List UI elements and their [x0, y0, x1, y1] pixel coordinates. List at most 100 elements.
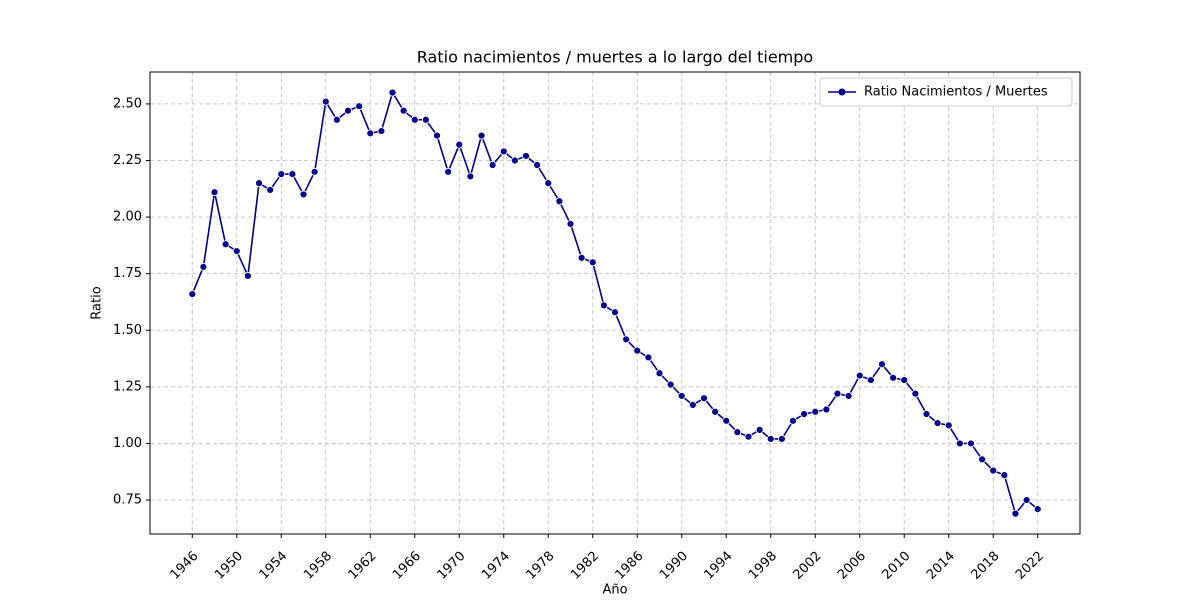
y-tick-label: 1.75: [113, 266, 142, 281]
data-point: [777, 435, 786, 443]
legend-box: [819, 77, 1073, 107]
data-point: [310, 167, 319, 176]
x-tick-label: 1954: [257, 549, 291, 583]
data-point: [878, 360, 886, 369]
data-point: [566, 219, 575, 228]
legend-marker: [838, 88, 846, 96]
data-point: [666, 380, 675, 389]
x-tick-label: 2022: [1013, 549, 1047, 583]
data-point: [833, 389, 842, 398]
data-point: [1000, 471, 1009, 480]
data-point: [277, 170, 286, 178]
x-axis-label: Año: [602, 583, 627, 598]
data-point: [822, 405, 831, 414]
data-point: [399, 106, 408, 115]
data-point: [288, 170, 297, 178]
x-tick-label: 2014: [924, 549, 958, 583]
data-point: [332, 115, 341, 124]
data-point: [544, 179, 553, 188]
data-point: [911, 389, 920, 398]
y-tick-label: 1.25: [113, 379, 142, 394]
data-point: [199, 262, 208, 271]
data-point: [800, 410, 809, 418]
data-point: [377, 127, 386, 135]
x-tick-label: 1998: [746, 549, 780, 583]
data-point: [789, 416, 797, 425]
legend-label: Ratio Nacimientos / Muertes: [864, 85, 1048, 100]
data-point: [477, 131, 486, 140]
x-tick-label: 1982: [568, 549, 602, 583]
data-point: [388, 88, 397, 97]
data-point: [488, 161, 497, 169]
data-point: [421, 115, 430, 124]
data-point: [967, 439, 975, 448]
data-point: [688, 401, 697, 409]
data-point: [944, 421, 953, 430]
data-point: [722, 416, 731, 425]
data-point: [700, 394, 708, 403]
y-tick-label: 2.00: [113, 210, 142, 225]
data-point: [299, 190, 308, 199]
data-point: [622, 335, 631, 344]
data-point: [555, 197, 564, 206]
y-axis-label: Ratio: [90, 286, 105, 319]
x-tick-label: 2010: [880, 549, 914, 583]
data-point: [677, 392, 686, 400]
x-tick-label: 1950: [212, 549, 246, 583]
data-line: [191, 90, 1039, 516]
data-point: [533, 161, 542, 169]
data-point: [1011, 509, 1020, 518]
data-point: [455, 140, 464, 149]
data-point: [210, 188, 219, 197]
data-point: [243, 272, 252, 280]
data-point: [711, 407, 720, 416]
data-point: [510, 156, 519, 165]
data-point: [978, 455, 987, 464]
x-tick-label: 1978: [524, 549, 558, 583]
data-point: [433, 131, 441, 140]
x-tick-label: 2002: [791, 549, 825, 583]
x-tick-label: 1974: [479, 549, 513, 583]
data-point: [232, 247, 241, 255]
x-tick-label: 1994: [702, 549, 736, 583]
chart-title: Ratio nacimientos / muertes a lo largo d…: [417, 48, 813, 67]
data-point: [655, 369, 664, 378]
data-point: [900, 376, 909, 384]
x-tick-label: 2018: [969, 549, 1003, 583]
data-point: [499, 147, 508, 156]
data-point: [611, 308, 619, 317]
x-tick-label: 1962: [346, 549, 380, 583]
data-point: [755, 425, 764, 434]
data-point: [633, 346, 642, 355]
data-point: [855, 371, 864, 380]
x-tick-label: 2006: [835, 549, 869, 583]
x-tick-label: 1946: [168, 549, 202, 583]
data-point: [522, 152, 530, 160]
data-point: [321, 97, 330, 106]
data-point: [255, 179, 263, 188]
y-tick-label: 2.25: [113, 153, 142, 168]
data-point: [844, 392, 853, 400]
data-point: [599, 301, 608, 310]
y-tick-label: 0.75: [113, 493, 142, 508]
data-point: [410, 115, 419, 124]
data-point: [744, 432, 753, 441]
data-point: [188, 290, 197, 298]
data-point: [366, 129, 375, 138]
data-point: [444, 167, 453, 176]
data-point: [355, 102, 364, 111]
data-point: [866, 376, 875, 384]
data-point: [466, 172, 475, 181]
data-point: [766, 435, 775, 443]
data-point: [221, 240, 230, 249]
data-point: [955, 439, 964, 448]
x-tick-label: 1986: [613, 549, 647, 583]
data-point: [577, 253, 586, 262]
data-point: [733, 428, 742, 437]
y-tick-label: 1.50: [113, 323, 142, 338]
y-tick-label: 1.00: [113, 436, 142, 451]
data-point: [989, 466, 998, 475]
y-tick-label: 2.50: [113, 96, 142, 111]
x-tick-label: 1990: [657, 549, 691, 583]
